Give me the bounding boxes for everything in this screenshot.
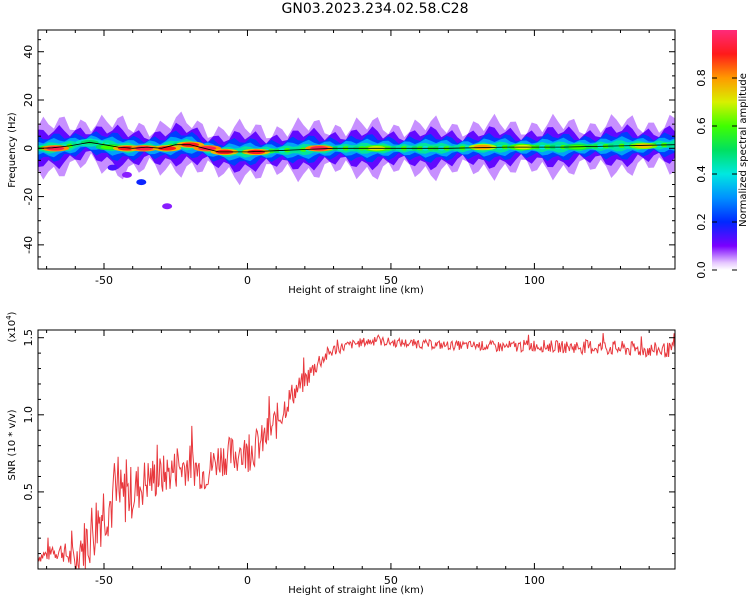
- spectrogram-x-tick-label: -50: [95, 274, 113, 287]
- colorbar-tick-label: 0.0: [695, 261, 708, 279]
- snr-frame: [37, 329, 676, 570]
- spectrogram-x-tick-label: 0: [244, 274, 251, 287]
- snr-x-tick-label: 0: [244, 574, 251, 587]
- colorbar-label: Normalized spectral amplitude: [738, 73, 749, 227]
- snr-y-tick-label: 1.0: [22, 406, 35, 424]
- spectrogram-hot-spot: [158, 146, 177, 151]
- spectrogram-x-axis-label: Height of straight line (km): [288, 285, 424, 296]
- chart-title: GN03.2023.234.02.58.C28: [281, 1, 469, 17]
- spectrogram-hot-spot: [135, 146, 154, 151]
- spectrogram-scatter-spot: [136, 179, 147, 186]
- snr-series-line: [38, 333, 675, 569]
- spectrogram-scatter-spot: [162, 203, 173, 210]
- spectrogram-frame: [37, 29, 676, 270]
- spectrogram-panel: -50 0 50 100 40 20 0 -20 -40 Height of straight …: [7, 29, 676, 296]
- spectrogram-scatter-spot: [107, 164, 118, 171]
- spectrogram-y-axis-label: Frequency (Hz): [7, 112, 18, 188]
- snr-y-axis-label: SNR (10 * v/v): [7, 409, 18, 480]
- spectrogram-scatter-spot: [121, 171, 132, 178]
- snr-x-axis-label: Height of straight line (km): [288, 585, 424, 596]
- spectrogram-hot-spot: [634, 143, 653, 149]
- spectrogram-y-tick-label: 0: [22, 145, 35, 152]
- spectrogram-y-tick-label: 20: [22, 93, 35, 107]
- spectrogram-y-tick-label: -20: [22, 188, 35, 206]
- snr-x-tick-label: 100: [524, 574, 545, 587]
- spectrogram-ticks: -50 0 50 100 40 20 0 -20 -40: [22, 30, 675, 287]
- spectrogram-y-tick-label: -40: [22, 236, 35, 254]
- snr-panel: -50 0 50 100 1.5 1.0 0.5 Height of straight li…: [5, 311, 676, 596]
- snr-ticks: -50 0 50 100 1.5 1.0 0.5: [22, 329, 675, 587]
- spectrogram-x-tick-label: 50: [384, 274, 398, 287]
- colorbar-ticks: 0.0 0.2 0.4 0.6 0.8: [695, 69, 737, 279]
- spectrogram-ridge-line: [38, 141, 675, 153]
- spectrogram-image: [38, 111, 675, 210]
- colorbar-tick-label: 0.2: [695, 213, 708, 231]
- spectrogram-hot-spot: [198, 146, 217, 151]
- snr-x-tick-label: 50: [384, 574, 398, 587]
- colorbar-gradient: [712, 30, 737, 270]
- colorbar: 0.0 0.2 0.4 0.6 0.8 Normalized spectral ampl…: [695, 30, 749, 279]
- spectrogram-hot-spot: [473, 144, 492, 150]
- colorbar-tick-label: 0.6: [695, 117, 708, 135]
- colorbar-tick-label: 0.4: [695, 165, 708, 183]
- colorbar-tick-label: 0.8: [695, 69, 708, 87]
- snr-x-tick-label: -50: [95, 574, 113, 587]
- spectrogram-y-tick-label: 40: [22, 45, 35, 59]
- snr-scale-label: (x104): [5, 311, 18, 342]
- snr-y-tick-label: 0.5: [22, 483, 35, 501]
- snr-y-tick-label: 1.5: [22, 329, 35, 347]
- spectrogram-x-tick-label: 100: [524, 274, 545, 287]
